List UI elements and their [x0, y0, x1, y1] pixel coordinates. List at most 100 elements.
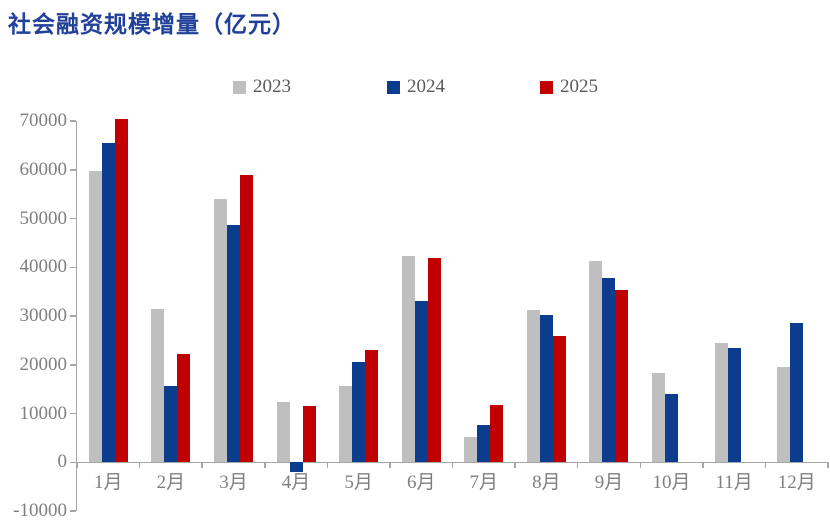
month-label: 1月: [94, 472, 123, 494]
legend-swatch-icon: [540, 80, 553, 94]
y-tick-mark: [69, 217, 76, 220]
bar-2025-2月: [177, 353, 191, 463]
legend-item-2025: 2025: [540, 76, 598, 98]
legend-label: 2025: [560, 76, 598, 97]
y-tick-mark: [69, 120, 76, 122]
x-tick-mark: [576, 462, 579, 469]
x-tick-mark: [827, 462, 829, 469]
bar-group-3月: 3月: [202, 121, 265, 511]
bar-group-8月: 8月: [515, 121, 578, 511]
bar-2025-9月: [615, 289, 629, 463]
bar-2023-10月: [652, 372, 666, 463]
bar-2024-10月: [665, 394, 679, 463]
plot-area: 70000 60000 50000 40000 30000 20000 10000 0 -100…: [13, 111, 829, 521]
bar-group-5月: 5月: [327, 121, 390, 511]
bar-2025-7月: [490, 405, 504, 463]
bar-2024-8月: [539, 315, 553, 463]
bar-2024-11月: [727, 348, 741, 463]
bar-2025-6月: [427, 257, 441, 463]
y-tick-mark: [69, 412, 76, 415]
y-tick-mark: [69, 461, 76, 463]
y-tick-label: 10000: [19, 402, 68, 424]
legend-item-2023: 2023: [233, 76, 291, 98]
month-label: 8月: [532, 472, 561, 494]
x-tick-mark: [764, 462, 767, 469]
bar-2023-12月: [777, 367, 791, 463]
bar-2024-2月: [164, 386, 178, 463]
y-tick-label: 50000: [19, 207, 68, 229]
x-tick-mark: [389, 462, 391, 469]
y-tick-label: 60000: [19, 158, 68, 180]
month-label: 9月: [594, 472, 624, 494]
bar-2023-5月: [339, 385, 353, 463]
y-tick-mark: [69, 266, 76, 268]
x-tick-mark: [326, 462, 329, 469]
x-tick-mark: [201, 462, 203, 469]
bar-2023-2月: [151, 308, 165, 463]
bar-2023-6月: [401, 256, 415, 463]
legend-swatch-icon: [233, 80, 246, 94]
month-label: 4月: [281, 472, 311, 494]
bar-group-12月: 12月: [765, 121, 828, 511]
legend-label: 2023: [253, 76, 291, 97]
month-label: 6月: [406, 472, 436, 494]
bar-2025-4月: [302, 405, 316, 463]
month-label: 7月: [469, 472, 499, 494]
x-tick-mark: [639, 462, 641, 469]
bar-2024-9月: [602, 278, 616, 463]
y-tick-mark: [69, 315, 76, 317]
bar-2024-12月: [790, 322, 804, 463]
bar-2024-3月: [226, 224, 240, 463]
x-tick-mark: [76, 462, 78, 469]
bar-2024-5月: [352, 361, 366, 463]
bar-2025-1月: [114, 118, 128, 463]
y-tick-label: 0: [57, 451, 68, 473]
month-label: 3月: [219, 472, 248, 494]
month-label: 12月: [777, 472, 816, 494]
bar-group-6月: 6月: [390, 121, 453, 511]
bar-group-2月: 2月: [140, 121, 203, 511]
y-tick-mark: [69, 510, 76, 512]
month-label: 2月: [156, 472, 186, 494]
legend-label: 2024: [407, 76, 445, 97]
x-tick-mark: [451, 462, 454, 469]
bar-group-11月: 11月: [703, 121, 766, 511]
bar-2024-7月: [477, 424, 491, 463]
bar-2023-1月: [88, 170, 102, 463]
month-label: 11月: [715, 472, 753, 494]
x-tick-mark: [514, 462, 516, 469]
bar-2023-8月: [526, 309, 540, 463]
bar-2023-11月: [714, 342, 728, 463]
bar-2025-3月: [239, 175, 253, 463]
bar-2025-8月: [552, 336, 566, 463]
x-tick-mark: [702, 462, 704, 469]
y-tick-label: -10000: [13, 500, 67, 521]
y-tick-label: 20000: [19, 353, 68, 375]
bar-2023-7月: [464, 436, 478, 463]
chart-title: 社会融资规模增量（亿元）: [8, 12, 296, 37]
bar-group-9月: 9月: [578, 121, 641, 511]
y-tick-label: 30000: [19, 305, 68, 326]
legend-swatch-icon: [387, 80, 400, 94]
month-label: 5月: [344, 472, 373, 494]
bar-2024-1月: [101, 143, 115, 463]
y-tick-label: 70000: [19, 110, 68, 131]
bar-2023-4月: [276, 402, 290, 463]
bar-2024-4月: [289, 462, 303, 472]
bar-2024-6月: [414, 300, 428, 463]
bar-2023-3月: [213, 199, 227, 463]
bar-group-4月: 4月: [265, 121, 328, 511]
y-tick-mark: [69, 364, 76, 366]
y-axis-line: [75, 121, 77, 511]
bar-group-10月: 10月: [640, 121, 703, 511]
x-tick-mark: [264, 462, 266, 469]
y-tick-label: 40000: [19, 256, 68, 278]
y-tick-mark: [69, 169, 76, 171]
bar-2023-9月: [589, 261, 603, 463]
bar-2025-5月: [365, 350, 379, 463]
x-tick-mark: [138, 462, 141, 469]
legend-item-2024: 2024: [387, 76, 445, 98]
month-label: 10月: [652, 472, 691, 494]
bar-group-1月: 1月: [77, 118, 140, 511]
